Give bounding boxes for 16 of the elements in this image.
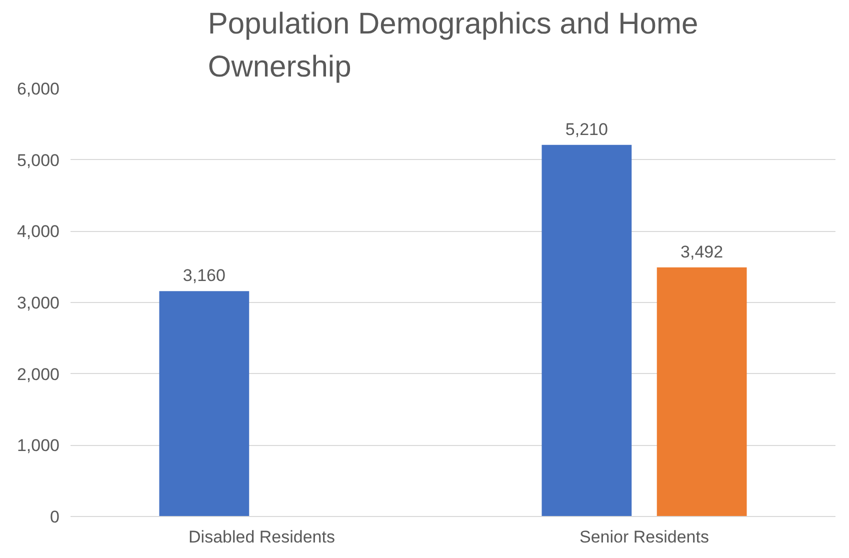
y-tick-label: 5,000: [16, 150, 60, 170]
y-tick-label: 6,000: [16, 80, 60, 98]
y-tick-label: 4,000: [16, 222, 60, 242]
y-tick-label: 3,000: [16, 294, 60, 312]
x-tick-label: Disabled Residents: [188, 528, 335, 546]
bar: [542, 144, 632, 516]
y-tick-label: 0: [50, 508, 60, 526]
bar: [159, 291, 250, 516]
data-label: 3,160: [182, 266, 226, 286]
data-label: 3,492: [680, 242, 724, 262]
x-tick-label: Senior Residents: [580, 528, 709, 546]
y-tick-label: 2,000: [16, 364, 60, 384]
chart-title: Population Demographics and Home Ownership: [208, 8, 698, 84]
bar: [656, 267, 747, 516]
y-tick-label: 1,000: [16, 436, 60, 456]
data-label: 5,210: [565, 120, 608, 139]
